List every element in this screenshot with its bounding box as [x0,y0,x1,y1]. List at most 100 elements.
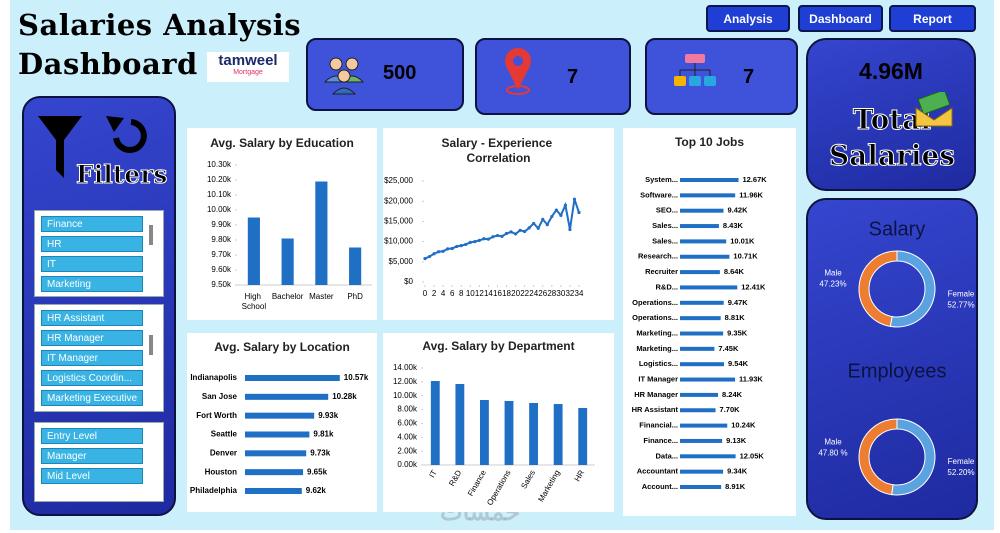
point [518,228,522,232]
bar [680,239,727,244]
y-tick-label: Operations... [632,313,678,322]
y-tick-label: $5,000 [389,257,414,266]
y-tick-label: Fort Worth [196,411,237,420]
bar [680,178,739,182]
y-tick-label: 6.00k [397,419,418,428]
y-tick-label: Indianapolis [190,373,237,382]
scrollbar[interactable] [149,225,153,245]
slicer-item[interactable]: Marketing [41,276,143,292]
y-tick-label: 0.00k [397,460,418,469]
logo-sub: Mortgage [233,69,263,76]
point [436,250,441,254]
nav-button[interactable]: Dashboard [798,5,883,32]
scrollbar[interactable] [149,335,153,355]
x-tick-label: 34 [575,289,584,298]
x-tick-label: Marketing [536,469,561,504]
chart-title: Avg. Salary by Department [422,339,574,353]
total-card: 4.96M Total Salaries [806,38,976,191]
data-label: 9.62k [306,486,327,495]
point [568,227,572,232]
data-label: 9.54K [728,359,749,368]
point [459,244,463,248]
bar [680,208,724,213]
y-tick-label: HR Assistant [632,405,679,414]
slicer-item[interactable]: IT Manager [41,350,143,366]
nav-button[interactable]: Analysis [706,5,790,32]
kpi-value: 7 [567,66,579,88]
org-icon [674,54,716,86]
chart-panel: Avg. Salary by Department 0.00k 2.00k 4.00k… [383,333,614,512]
point [486,237,491,241]
y-tick-label: Software... [640,190,678,199]
bar [680,362,725,367]
slicer-item[interactable]: HR Manager [41,330,143,346]
y-tick-label: 10.00k [207,205,232,214]
point [477,238,481,242]
point [504,231,509,236]
chart: Top 10 Jobs System... 12.67K Software... 11.… [632,135,768,491]
point [491,235,495,239]
data-label: 9.42K [727,206,748,215]
legend-label: Male [824,437,842,446]
kpi-value: 7 [743,66,755,88]
chart-title: Top 10 Jobs [675,135,744,149]
y-tick-label: 10.10k [207,190,232,199]
x-tick-label: PhD [347,292,363,301]
nav-button[interactable]: Report [889,5,976,32]
y-tick-label: $20,000 [384,196,413,205]
x-tick-label: 0 [423,289,428,298]
x-tick-label: 26 [538,289,547,298]
slicer-item[interactable]: Mid Level [41,468,143,484]
data-label: 8.91K [725,482,746,491]
point [468,240,472,245]
x-tick-label: IT [427,468,438,479]
data-label: 9.65k [307,467,328,476]
chart-title: Avg. Salary by Education [210,136,354,150]
x-tick-label: 16 [493,289,502,298]
data-label: 10.01K [730,236,755,245]
bar [680,454,736,459]
y-tick-label: IT Manager [638,375,678,384]
slicer-item[interactable]: HR [41,236,143,252]
point [577,210,581,215]
data-label: 8.81K [725,313,746,322]
point [441,249,445,253]
donut-slice [889,250,936,328]
point [541,217,545,221]
bar [245,469,303,476]
slicer-item[interactable]: IT [41,256,143,272]
point [473,240,477,244]
x-tick-label: 18 [502,289,511,298]
slicer-item[interactable]: Logistics Coordin... [41,370,143,386]
data-label: 9.93k [318,411,339,420]
slicer: HR Assistant HR Manager IT Manager Logistic… [34,304,164,412]
bar [680,224,719,229]
donut-slice [858,250,898,328]
x-tick-label: HR [573,468,587,483]
y-tick-label: System... [645,175,678,184]
data-label: 52.77% [947,301,974,310]
slicer-item[interactable]: Manager [41,448,143,464]
bar [245,393,329,400]
data-label: 9.81k [313,430,334,439]
legend-label: Female [948,290,975,299]
data-label: 7.70K [720,405,741,414]
x-tick-label: 30 [556,289,565,298]
y-tick-label: 10.30k [207,160,232,169]
data-label: 9.35K [727,328,748,337]
logo-name: tamweel [218,52,278,69]
point [427,254,432,259]
data-label: 9.13K [726,436,747,445]
x-tick-label: 8 [459,289,464,298]
x-tick-label: 22 [520,289,529,298]
slicer-item[interactable]: Entry Level [41,428,143,444]
slicer-item[interactable]: Finance [41,216,143,232]
y-tick-label: Operations... [632,298,678,307]
slicer-item[interactable]: Marketing Executive [41,390,143,406]
bar [480,400,489,465]
chart-title: Salary - Experience Correlation [441,136,555,165]
donut-slice [891,418,936,496]
slicer-item[interactable]: HR Assistant [41,310,143,326]
y-tick-label: $25,000 [384,176,413,185]
chart-panel: Avg. Salary by Location Indianapolis 10.57… [187,333,377,512]
